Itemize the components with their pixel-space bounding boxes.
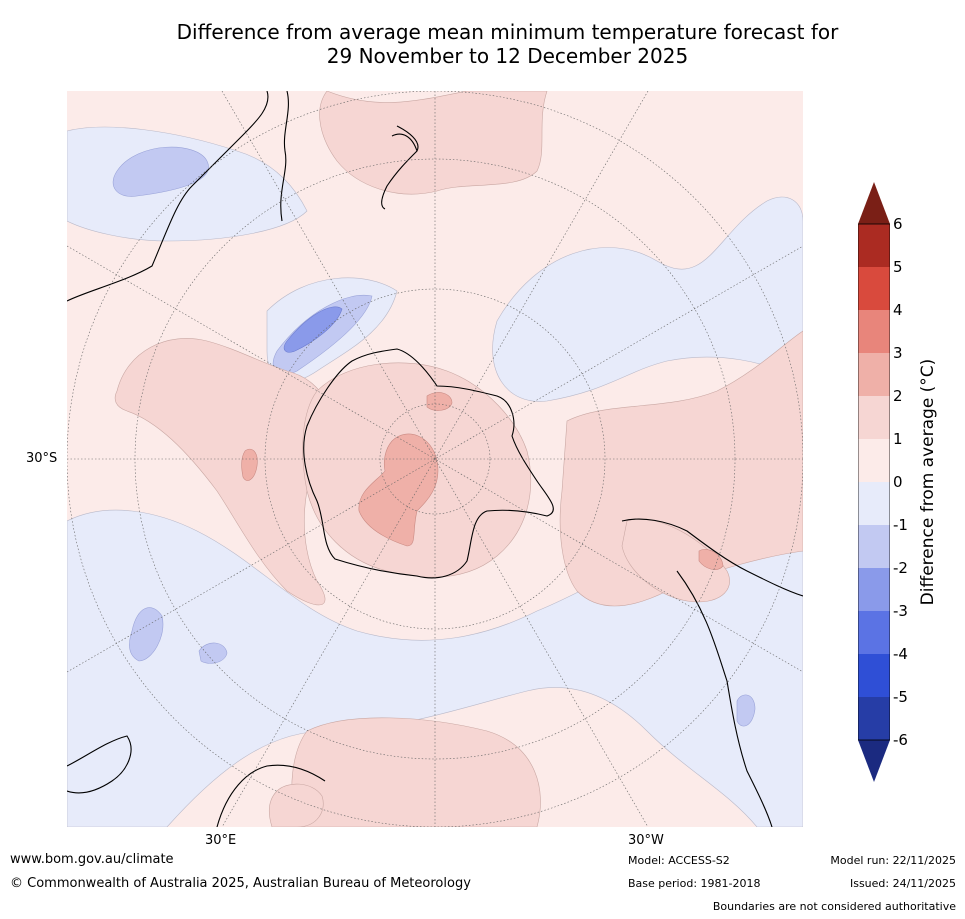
colorbar-bin	[858, 525, 890, 569]
cool-anomaly-patch	[129, 607, 164, 662]
africa-coastline	[67, 735, 326, 827]
colorbar-tick-label: -1	[893, 515, 908, 534]
footer-disclaimer: Boundaries are not considered authoritat…	[712, 900, 956, 913]
colorbar-title-text: Difference from average (°C)	[918, 358, 938, 606]
colorbar-extend-top	[858, 182, 890, 224]
warm-anomaly-region	[268, 783, 324, 827]
warm-anomaly-region	[114, 338, 332, 606]
colorbar-tick-label: -4	[893, 644, 908, 663]
map-title: Difference from average mean minimum tem…	[0, 20, 965, 68]
colorbar-tick-label: 4	[893, 300, 903, 319]
new-zealand-coastline	[381, 125, 419, 210]
colorbar-tick-label: 5	[893, 257, 903, 276]
colorbar-tick-label: 1	[893, 429, 903, 448]
warm-anomaly-region	[319, 91, 548, 195]
warm-anomaly-core	[426, 392, 453, 411]
colorbar-tick-label: -3	[893, 601, 908, 620]
latitude-circle	[264, 288, 606, 630]
colorbar-tick-label: -6	[893, 730, 908, 749]
antarctica-coastline	[303, 348, 554, 579]
cool-anomaly-region	[492, 196, 803, 402]
colorbar-bin	[858, 267, 890, 311]
colorbar	[858, 182, 890, 782]
footer-copyright: © Commonwealth of Australia 2025, Austra…	[10, 876, 471, 891]
colorbar-bin	[858, 654, 890, 698]
cool-anomaly-patch	[736, 694, 756, 727]
footer-model-run: Model run: 22/11/2025	[830, 854, 956, 867]
warm-anomaly-region	[559, 330, 803, 607]
colorbar-tick-label: 6	[893, 214, 903, 233]
footer-base-period: Base period: 1981-2018	[628, 877, 761, 890]
colorbar-bin	[858, 482, 890, 526]
colorbar-bin	[858, 697, 890, 741]
anomaly-map	[67, 91, 803, 827]
australia-coastline	[67, 91, 289, 302]
colorbar-extend-bottom	[858, 740, 890, 782]
colorbar-tick-label: 0	[893, 472, 903, 491]
colorbar-bin	[858, 439, 890, 483]
cool-anomaly-patch	[198, 642, 228, 664]
warm-anomaly-core	[241, 448, 258, 481]
colorbar-bin	[858, 568, 890, 612]
cool-anomaly-patch	[283, 306, 343, 353]
colorbar-bin	[858, 396, 890, 440]
colorbar-bin	[858, 353, 890, 397]
longitude-label-east: 30°E	[205, 833, 237, 848]
warm-anomaly-region	[621, 518, 730, 603]
footer-issued: Issued: 24/11/2025	[849, 877, 956, 890]
colorbar-tick-label: 2	[893, 386, 903, 405]
latitude-label: 30°S	[26, 451, 58, 466]
warm-anomaly-core	[698, 549, 724, 570]
colorbar-bin	[858, 310, 890, 354]
warm-anomaly-region	[291, 717, 541, 827]
colorbar-tick-label: 3	[893, 343, 903, 362]
colorbar-tick-label: -2	[893, 558, 908, 577]
south-america-coastline	[621, 518, 803, 827]
title-line-2: 29 November to 12 December 2025	[326, 44, 689, 68]
longitude-label-west: 30°W	[628, 833, 664, 848]
cool-anomaly-patch	[112, 146, 209, 197]
footer-website: www.bom.gov.au/climate	[10, 852, 174, 867]
warm-anomaly-core	[358, 433, 439, 547]
footer-model: Model: ACCESS-S2	[628, 854, 730, 867]
title-line-1: Difference from average mean minimum tem…	[176, 20, 839, 44]
colorbar-bin	[858, 224, 890, 268]
colorbar-tick-label: -5	[893, 687, 908, 706]
colorbar-bin	[858, 611, 890, 655]
